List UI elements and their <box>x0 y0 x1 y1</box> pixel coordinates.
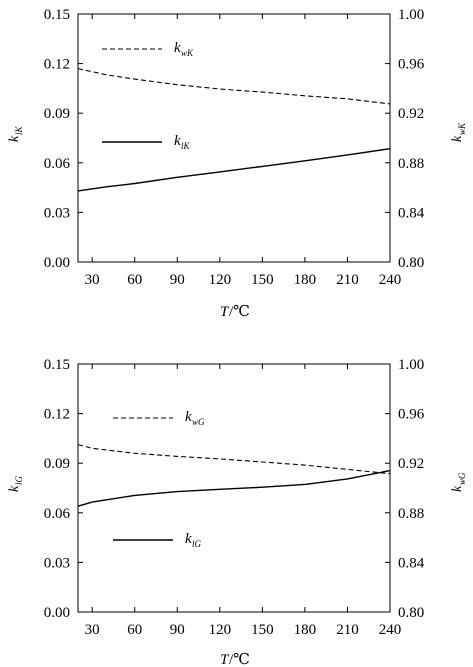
x-tick-label: 210 <box>336 622 359 638</box>
y-left-tick-label: 0.12 <box>44 57 70 73</box>
x-axis-label: T/℃ <box>220 652 250 667</box>
x-tick-label: 240 <box>379 272 402 288</box>
y-right-tick-label: 0.84 <box>398 555 425 571</box>
y-right-axis-label-sub: wK <box>457 122 467 135</box>
series-line-k-lG <box>77 469 391 507</box>
chart-panel-1: 30 60 90 120 150 180 210 240 0.00 0.03 0.06 0.09 0.1… <box>7 7 467 320</box>
y-left-axis-label: klG <box>7 475 24 492</box>
x-tick-label: 90 <box>170 622 185 638</box>
y-left-tick-label: 0.03 <box>44 555 70 571</box>
x-tick-label: 30 <box>85 622 100 638</box>
y-right-tick-label: 1.00 <box>398 7 424 23</box>
y-left-tick-label: 0.00 <box>44 605 70 621</box>
legend-label-main: k <box>174 133 181 149</box>
x-axis-label-unit: /℃ <box>229 652 250 667</box>
x-tick-label: 60 <box>127 272 142 288</box>
legend-label-main: k <box>174 40 181 56</box>
y-left-tick-label: 0.12 <box>44 407 70 423</box>
x-tick-label: 180 <box>294 272 317 288</box>
series-line-k-lK <box>77 148 391 192</box>
y-left-axis-label-main: k <box>7 135 22 142</box>
legend-label-sub: lK <box>181 141 191 151</box>
plot-frame <box>77 363 391 613</box>
series-line-k-wK <box>77 68 391 105</box>
x-tick-label: 90 <box>170 272 185 288</box>
legend-label: k wG <box>185 409 205 427</box>
y-left-tick-label: 0.06 <box>44 506 71 522</box>
x-axis-label-unit: /℃ <box>229 304 250 320</box>
y-left-axis-label: klK <box>7 125 24 142</box>
y-left-tick-label: 0.03 <box>44 205 70 221</box>
legend-label-sub: wG <box>192 417 205 427</box>
y-right-tick-label: 0.92 <box>398 106 424 122</box>
y-left-axis-label-main: k <box>7 485 22 492</box>
y-right-tick-label: 0.84 <box>398 205 425 221</box>
x-axis-label: T/℃ <box>220 304 250 320</box>
y-left-tick-label: 0.09 <box>44 106 70 122</box>
y-right-axis-label-main: k <box>450 135 465 142</box>
y-right-tick-label: 0.88 <box>398 506 424 522</box>
y-right-tick-label: 0.96 <box>398 407 425 423</box>
x-tick-label: 210 <box>336 272 359 288</box>
y-right-axis-label-main: k <box>450 485 465 492</box>
x-tick-label: 60 <box>127 622 142 638</box>
y-left-axis-label-sub: lK <box>14 125 24 135</box>
y-left-tick-label: 0.15 <box>44 357 70 373</box>
y-right-tick-label: 0.96 <box>398 57 425 73</box>
legend-label-sub: lG <box>192 539 202 549</box>
legend-label: k wK <box>174 40 194 58</box>
legend-label-main: k <box>185 409 192 425</box>
y-right-axis-label-sub: wG <box>457 472 467 485</box>
x-tick-label: 120 <box>209 272 232 288</box>
x-tick-label: 150 <box>251 622 274 638</box>
y-right-tick-label: 0.80 <box>398 255 424 271</box>
y-left-tick-label: 0.15 <box>44 7 70 23</box>
y-left-tick-label: 0.06 <box>44 156 71 172</box>
legend-label: k lG <box>185 531 202 549</box>
y-right-axis-label: kwG <box>450 472 467 492</box>
x-tick-label: 180 <box>294 622 317 638</box>
y-left-tick-label: 0.09 <box>44 456 70 472</box>
y-right-axis-label: kwK <box>450 122 467 142</box>
legend-label: k lK <box>174 133 191 151</box>
series-line-k-wG <box>77 444 391 475</box>
y-right-tick-label: 1.00 <box>398 357 424 373</box>
y-left-axis-label-sub: lG <box>14 475 24 485</box>
legend-label-main: k <box>185 531 192 547</box>
legend-label-sub: wK <box>181 48 194 58</box>
y-right-tick-label: 0.88 <box>398 156 424 172</box>
x-tick-label: 240 <box>379 622 402 638</box>
x-tick-label: 120 <box>209 622 232 638</box>
y-left-tick-label: 0.00 <box>44 255 70 271</box>
y-right-tick-label: 0.80 <box>398 605 424 621</box>
x-axis-label-main: T <box>220 652 230 667</box>
x-tick-label: 30 <box>85 272 100 288</box>
y-right-tick-label: 0.92 <box>398 456 424 472</box>
plot-frame <box>77 13 391 263</box>
chart-panel-2: 30 60 90 120 150 180 210 240 0.00 0.03 0.06 0.09 0.1… <box>7 357 467 667</box>
x-axis-label-main: T <box>220 304 230 320</box>
x-tick-label: 150 <box>251 272 274 288</box>
